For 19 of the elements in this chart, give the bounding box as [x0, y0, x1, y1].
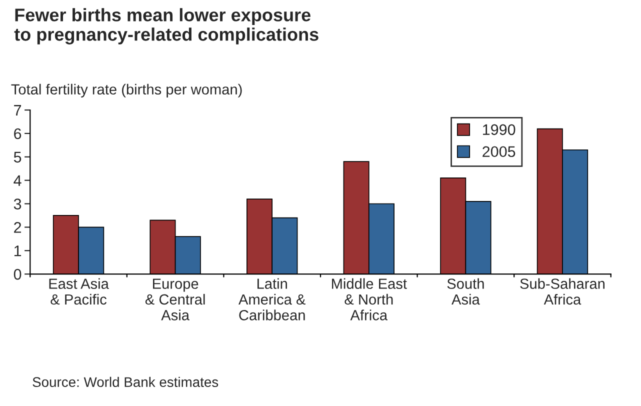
legend-label: 2005: [482, 146, 516, 158]
x-tick-label: Latin America & Caribbean: [238, 278, 306, 320]
y-tick-label: 2: [14, 222, 22, 233]
source-note: Source: World Bank estimates: [32, 376, 218, 388]
y-tick-label: 6: [14, 128, 22, 140]
y-tick-label: 5: [14, 152, 22, 163]
chart-title: Fewer births mean lower exposure to pregnancy-related complications: [14, 8, 318, 44]
legend-label: 1990: [483, 124, 516, 136]
x-tick-label: Sub-Saharan Africa: [520, 278, 605, 305]
y-tick-label: 3: [14, 198, 22, 210]
y-tick-label: 7: [14, 105, 22, 116]
y-tick-label: 0: [14, 268, 22, 280]
x-tick-label: Middle East & North Africa: [332, 278, 407, 320]
y-tick-label: 1: [14, 246, 22, 256]
x-tick-label: East Asia & Pacific: [49, 278, 109, 305]
y-axis-title: Total fertility rate (births per woman): [11, 84, 242, 98]
y-tick-label: 4: [14, 175, 22, 186]
x-tick-label: South Asia: [447, 278, 484, 305]
x-tick-label: Europe & Central Asia: [145, 278, 205, 320]
